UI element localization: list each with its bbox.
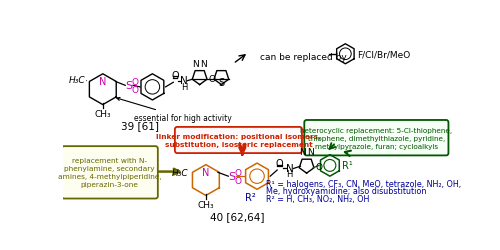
Text: R² = H, CH₃, NO₂, NH₂, OH: R² = H, CH₃, NO₂, NH₂, OH [266, 194, 369, 203]
Text: N: N [202, 167, 209, 177]
Text: S: S [218, 78, 224, 88]
Text: O: O [171, 70, 178, 80]
Text: N: N [180, 76, 188, 86]
Text: H: H [181, 82, 188, 91]
Text: 40 [62,64]: 40 [62,64] [210, 212, 264, 221]
Text: H₃C: H₃C [69, 76, 86, 85]
Text: 39 [61]: 39 [61] [121, 121, 159, 131]
FancyBboxPatch shape [304, 120, 448, 156]
Text: O: O [276, 158, 283, 168]
Text: N: N [300, 148, 306, 156]
Text: N: N [307, 148, 314, 156]
Text: CH₃: CH₃ [94, 110, 111, 119]
Text: R²: R² [246, 192, 256, 202]
Text: replacement with N-
phenylamine, secondary
amines, 4-methylpiperidine,
piperazin: replacement with N- phenylamine, seconda… [58, 158, 162, 188]
Text: heterocyclic replacement: 5-Cl-thiophene,
thiophene, dimethylthiazole, pyridine,: heterocyclic replacement: 5-Cl-thiophene… [300, 127, 452, 149]
Text: H: H [286, 170, 293, 179]
Text: O: O [208, 74, 215, 84]
Text: O: O [315, 163, 322, 172]
Text: F/Cl/Br/MeO: F/Cl/Br/MeO [357, 50, 410, 59]
Text: H₃C: H₃C [172, 168, 189, 177]
Text: O: O [131, 85, 138, 94]
Text: S: S [228, 172, 236, 181]
FancyBboxPatch shape [175, 128, 302, 154]
Text: O: O [234, 176, 241, 185]
Text: linker modification: positional isomers,
substitution, isosteric replacement: linker modification: positional isomers,… [156, 134, 321, 147]
Text: CH₃: CH₃ [198, 200, 214, 209]
FancyBboxPatch shape [62, 146, 158, 199]
Text: N: N [200, 60, 207, 69]
Text: N: N [286, 164, 294, 174]
Text: Me, hydroxyamidine; also disubstitution: Me, hydroxyamidine; also disubstitution [266, 186, 426, 196]
Text: essential for high activity: essential for high activity [116, 98, 232, 123]
Text: N: N [99, 76, 106, 86]
Text: S: S [126, 81, 132, 91]
Text: O: O [234, 168, 241, 177]
Text: R¹: R¹ [342, 161, 353, 171]
Text: O: O [131, 78, 138, 87]
Text: N: N [192, 60, 199, 69]
Text: R¹ = halogens, CF₃, CN, MeO, tetrazole, NH₂, OH,: R¹ = halogens, CF₃, CN, MeO, tetrazole, … [266, 179, 460, 188]
Text: can be replaced by: can be replaced by [260, 52, 347, 61]
